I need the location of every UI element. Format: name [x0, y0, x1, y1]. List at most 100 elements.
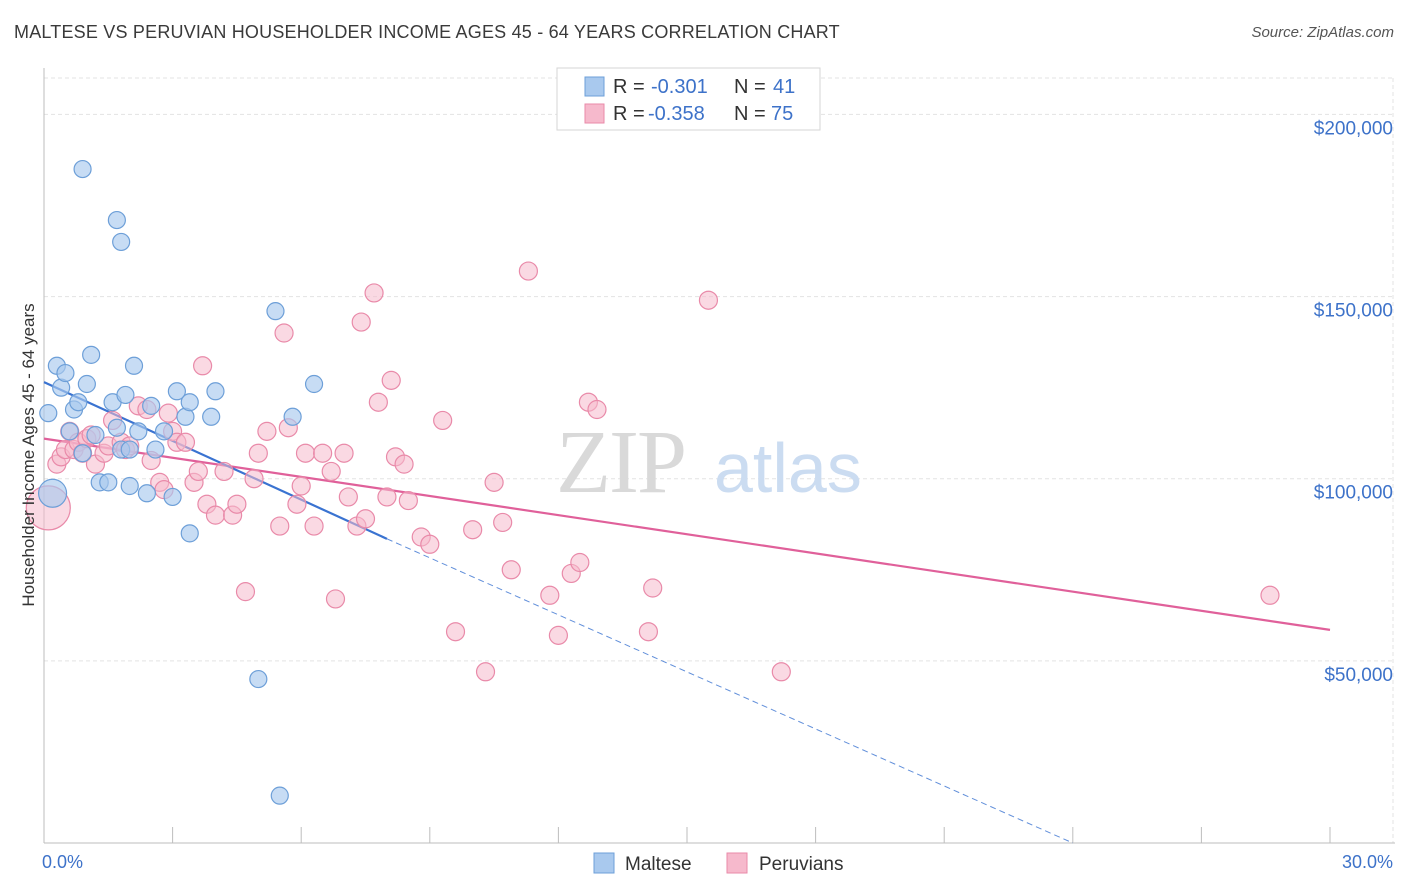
legend-n-value-maltese: 41	[773, 76, 795, 98]
peruvian-point	[540, 585, 560, 605]
peruvian-point	[475, 662, 496, 682]
maltese-point	[39, 404, 58, 423]
peruvian-point	[214, 461, 234, 482]
peruvian-point	[570, 552, 590, 573]
peruvian-point	[321, 461, 341, 482]
bottom-legend-swatch-peruvians	[726, 852, 748, 874]
legend-n-label-maltese: N =	[734, 76, 766, 98]
maltese-point	[116, 385, 135, 405]
peruvian-point	[698, 290, 719, 310]
peruvian-point	[433, 410, 453, 431]
legend-r-value-maltese: -0.301	[651, 76, 708, 98]
y-tick-label: $100,000	[1314, 483, 1393, 504]
axes	[43, 68, 1395, 844]
peruvian-point	[355, 509, 376, 529]
peruvian-trend-line	[43, 437, 1331, 631]
y-axis-label: Householder Income Ages 45 - 64 years	[19, 303, 38, 606]
peruvian-point	[364, 283, 384, 303]
x-tick-labels: 0.0% 30.0%	[42, 852, 1393, 872]
peruvian-point	[351, 312, 371, 332]
peruvian-point	[287, 494, 307, 514]
peruvian-point	[244, 469, 264, 489]
peruvian-point	[304, 516, 324, 536]
bottom-legend-label-maltese: Maltese	[625, 854, 692, 875]
maltese-point	[270, 786, 289, 805]
x-tick-label-end: 30.0%	[1342, 852, 1393, 872]
legend-r-value-peruvians: -0.358	[648, 103, 705, 125]
bottom-legend: Maltese Peruvians	[593, 852, 844, 875]
peruvian-point	[771, 662, 791, 682]
maltese-point	[77, 374, 96, 394]
watermark-atlas: atlas	[714, 429, 862, 507]
maltese-point	[146, 440, 165, 459]
maltese-trend-extension	[386, 538, 1074, 844]
peruvian-point	[381, 370, 401, 390]
y-tick-label: $150,000	[1314, 301, 1393, 322]
maltese-point	[180, 393, 199, 412]
peruvian-point	[377, 487, 397, 507]
maltese-point	[180, 524, 199, 543]
peruvian-point	[338, 487, 358, 507]
peruvian-point	[334, 443, 354, 463]
y-tick-label: $200,000	[1314, 118, 1393, 139]
legend: R = -0.301 N = 41 R = -0.358 N = 75	[556, 67, 821, 131]
legend-swatch-peruvians	[584, 103, 605, 124]
maltese-point	[137, 484, 156, 503]
maltese-point	[73, 444, 92, 463]
maltese-point	[206, 382, 225, 401]
maltese-point	[73, 159, 92, 179]
source-label: Source: ZipAtlas.com	[1251, 24, 1394, 41]
maltese-point	[124, 356, 144, 375]
peruvian-point	[248, 443, 268, 463]
peruvian-point	[548, 625, 569, 645]
peruvian-point	[420, 534, 440, 554]
peruvian-point	[643, 578, 663, 598]
maltese-point	[163, 487, 182, 507]
maltese-point	[107, 418, 126, 437]
maltese-point	[154, 422, 174, 441]
peruvian-point	[313, 443, 333, 463]
watermark: ZIP atlas	[556, 413, 862, 512]
maltese-point	[60, 422, 79, 441]
legend-swatch-maltese	[584, 76, 605, 97]
maltese-point	[283, 407, 302, 426]
peruvian-point	[587, 399, 607, 420]
peruvian-point	[188, 461, 208, 482]
maltese-point	[120, 440, 139, 459]
maltese-point	[82, 345, 101, 364]
maltese-point	[142, 396, 161, 415]
legend-r-label-maltese: R =	[613, 76, 645, 98]
peruvian-point	[227, 494, 247, 514]
chart-title: MALTESE VS PERUVIAN HOUSEHOLDER INCOME A…	[14, 22, 840, 42]
peruvian-point	[291, 476, 311, 496]
watermark-zip: ZIP	[556, 413, 685, 512]
peruvian-point	[484, 472, 504, 492]
maltese-point	[266, 302, 285, 321]
y-tick-label: $50,000	[1324, 665, 1393, 686]
legend-n-label-peruvians: N =	[734, 103, 766, 125]
maltese-point	[99, 473, 118, 492]
maltese-point	[249, 669, 268, 689]
peruvian-point	[175, 432, 196, 452]
peruvian-point	[158, 403, 178, 423]
legend-n-value-peruvians: 75	[771, 103, 793, 125]
peruvian-point	[274, 323, 294, 343]
peruvian-point	[270, 516, 290, 536]
maltese-point	[107, 210, 126, 230]
peruvian-point	[638, 622, 659, 642]
data-points	[25, 159, 1280, 805]
maltese-point	[112, 232, 131, 252]
maltese-point	[37, 478, 68, 508]
maltese-point	[86, 425, 105, 445]
peruvian-point	[295, 443, 316, 463]
maltese-point	[304, 374, 324, 394]
maltese-point	[56, 363, 75, 383]
peruvian-point	[501, 560, 521, 580]
maltese-point	[129, 422, 148, 441]
legend-r-label-peruvians: R =	[613, 103, 645, 125]
maltese-point	[69, 393, 88, 412]
bottom-legend-swatch-maltese	[593, 852, 615, 874]
peruvian-point	[518, 261, 538, 281]
maltese-point	[202, 407, 221, 426]
